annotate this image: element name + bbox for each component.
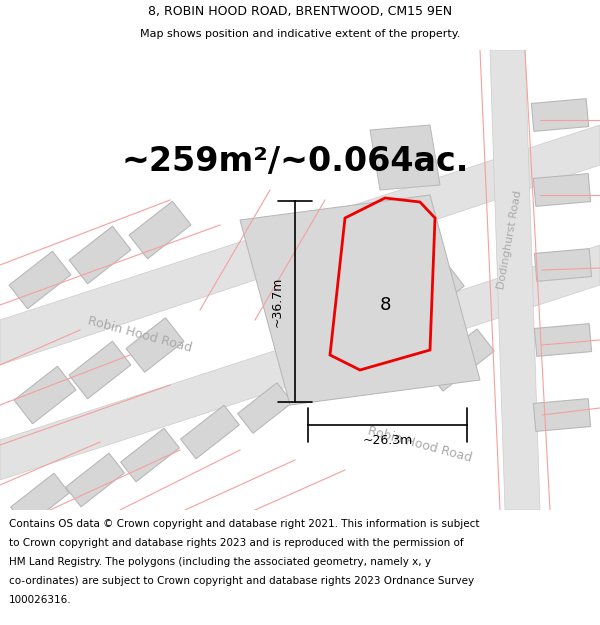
Polygon shape [532,99,589,131]
Polygon shape [396,264,464,326]
Polygon shape [0,125,600,365]
Polygon shape [129,201,191,259]
Text: Contains OS data © Crown copyright and database right 2021. This information is : Contains OS data © Crown copyright and d… [9,519,479,529]
Polygon shape [426,329,494,391]
Polygon shape [535,249,592,281]
Polygon shape [121,428,179,482]
Text: Dodinghurst Road: Dodinghurst Road [496,190,524,290]
Polygon shape [535,324,592,356]
Polygon shape [65,453,124,507]
Polygon shape [370,125,440,190]
Text: 100026316.: 100026316. [9,595,71,605]
Polygon shape [240,195,480,405]
Polygon shape [181,405,239,459]
Text: ~36.7m: ~36.7m [271,276,284,327]
Text: co-ordinates) are subject to Crown copyright and database rights 2023 Ordnance S: co-ordinates) are subject to Crown copyr… [9,576,474,586]
Polygon shape [69,341,131,399]
Polygon shape [238,382,292,433]
Polygon shape [126,318,184,372]
Polygon shape [11,473,70,527]
Polygon shape [14,366,76,424]
Text: to Crown copyright and database rights 2023 and is reproduced with the permissio: to Crown copyright and database rights 2… [9,538,464,548]
Text: 8, ROBIN HOOD ROAD, BRENTWOOD, CM15 9EN: 8, ROBIN HOOD ROAD, BRENTWOOD, CM15 9EN [148,4,452,18]
Text: 8: 8 [379,296,391,314]
Polygon shape [533,174,590,206]
Text: Map shows position and indicative extent of the property.: Map shows position and indicative extent… [140,29,460,39]
Text: Robin Hood Road: Robin Hood Road [367,425,473,465]
Text: Robin Hood Road: Robin Hood Road [86,315,194,355]
Polygon shape [533,399,590,431]
Polygon shape [69,226,131,284]
Text: ~26.3m: ~26.3m [362,434,413,447]
Polygon shape [0,245,600,480]
Text: ~259m²/~0.064ac.: ~259m²/~0.064ac. [121,146,469,179]
Polygon shape [490,50,540,510]
Text: HM Land Registry. The polygons (including the associated geometry, namely x, y: HM Land Registry. The polygons (includin… [9,557,431,567]
Polygon shape [9,251,71,309]
